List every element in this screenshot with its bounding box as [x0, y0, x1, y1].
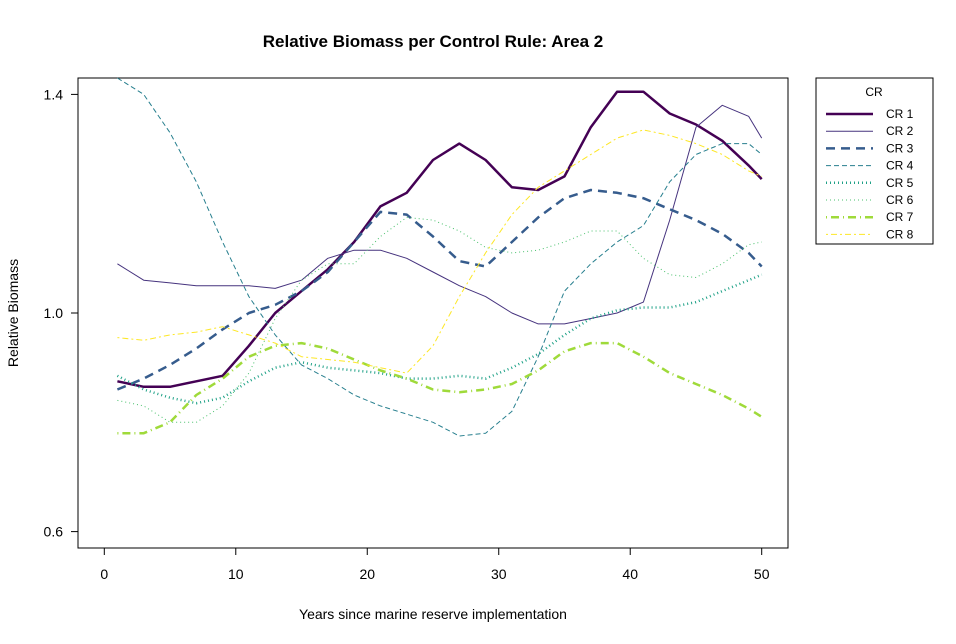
y-tick-label: 1.4 [44, 86, 64, 102]
series-line-cr-6 [117, 216, 762, 423]
legend-title: CR [865, 85, 883, 99]
series-line-cr-2 [117, 104, 763, 325]
legend-label-cr-6: CR 6 [886, 193, 914, 207]
x-tick-label: 0 [100, 566, 108, 582]
legend-label-cr-4: CR 4 [886, 159, 914, 173]
series-line-cr-5 [116, 273, 763, 405]
series-line-cr-4 [117, 77, 763, 437]
x-axis: 0 10 20 30 40 50 [100, 547, 770, 582]
x-tick-label: 50 [754, 566, 770, 582]
legend-label-cr-1: CR 1 [886, 107, 914, 121]
x-tick-label: 10 [228, 566, 244, 582]
x-tick-label: 40 [622, 566, 638, 582]
y-tick-label: 0.6 [44, 524, 64, 540]
legend: CR CR 1 CR 2 CR 3 CR 4 CR 5 CR 6 CR 7 CR 8 [815, 77, 934, 245]
x-tick-label: 20 [359, 566, 375, 582]
series-line-cr-7 [117, 341, 763, 435]
series-layer [116, 77, 763, 437]
legend-label-cr-3: CR 3 [886, 141, 914, 155]
legend-label-cr-7: CR 7 [886, 210, 914, 224]
legend-label-cr-5: CR 5 [886, 176, 914, 190]
x-tick-label: 30 [491, 566, 507, 582]
y-axis: 0.6 1.0 1.4 [44, 86, 78, 540]
plot-frame [77, 77, 789, 549]
legend-label-cr-2: CR 2 [886, 124, 914, 138]
y-tick-label: 1.0 [44, 305, 64, 321]
x-axis-label: Years since marine reserve implementatio… [299, 606, 567, 622]
series-line-cr-3 [116, 188, 763, 391]
chart-title: Relative Biomass per Control Rule: Area … [263, 32, 603, 51]
legend-label-cr-8: CR 8 [886, 227, 914, 241]
series-line-cr-1 [117, 90, 763, 389]
legend-box [815, 77, 934, 245]
y-axis-label: Relative Biomass [5, 259, 21, 367]
legend-entries: CR 1 CR 2 CR 3 CR 4 CR 5 CR 6 CR 7 CR 8 [826, 107, 914, 241]
